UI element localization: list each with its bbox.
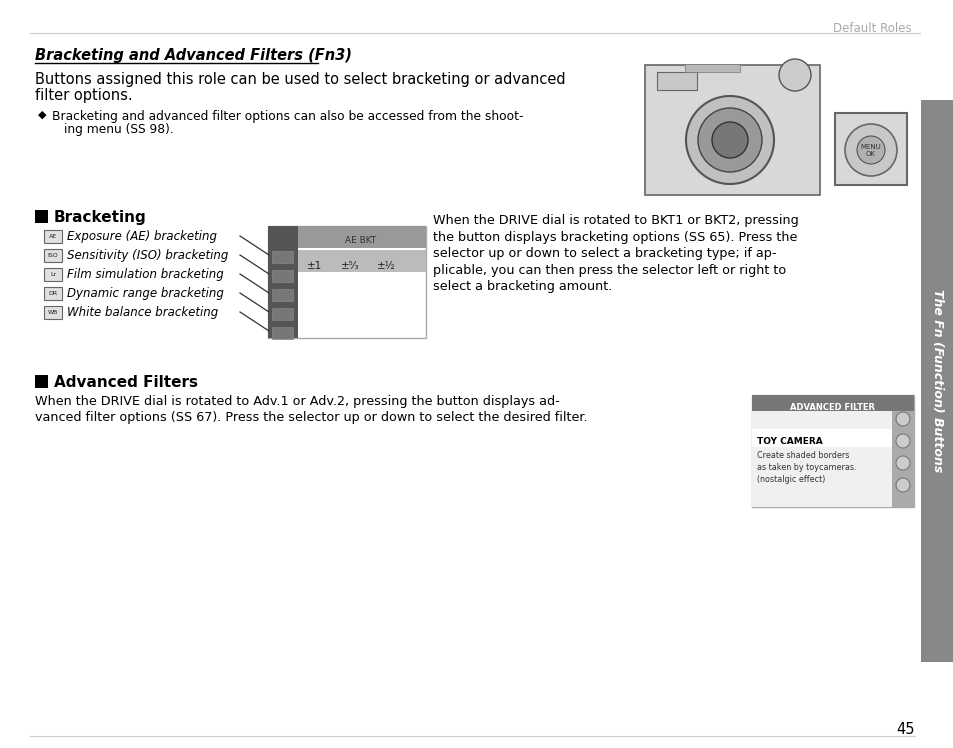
Text: Bracketing: Bracketing [54, 210, 147, 225]
Text: Bracketing and advanced filter options can also be accessed from the shoot-: Bracketing and advanced filter options c… [52, 110, 523, 123]
Text: MENU
OK: MENU OK [860, 144, 881, 156]
Circle shape [844, 124, 896, 176]
Text: selector up or down to select a bracketing type; if ap-: selector up or down to select a bracketi… [433, 247, 776, 260]
Bar [44, 249, 62, 262]
Text: ISO: ISO [48, 253, 58, 257]
Bar [44, 287, 62, 300]
Bar [297, 250, 426, 272]
Text: Lr: Lr [50, 272, 56, 277]
Text: (nostalgic effect): (nostalgic effect) [757, 475, 824, 484]
Circle shape [895, 412, 909, 426]
Bar [35, 210, 48, 223]
Text: ◆: ◆ [38, 110, 47, 120]
Text: Default Roles: Default Roles [833, 22, 911, 35]
Text: Dynamic range bracketing: Dynamic range bracketing [67, 287, 224, 300]
Text: ±½: ±½ [376, 261, 395, 271]
Circle shape [895, 478, 909, 492]
Text: When the DRIVE dial is rotated to BKT1 or BKT2, pressing: When the DRIVE dial is rotated to BKT1 o… [433, 214, 798, 227]
Bar [272, 327, 293, 339]
Text: White balance bracketing: White balance bracketing [67, 306, 218, 319]
Text: AE BKT: AE BKT [345, 236, 376, 245]
Circle shape [895, 434, 909, 448]
Text: TOY CAMERA: TOY CAMERA [757, 437, 821, 446]
Circle shape [779, 59, 810, 91]
Text: WB: WB [48, 310, 58, 314]
Text: ±1: ±1 [307, 261, 322, 271]
Text: ±⁵⁄₃: ±⁵⁄₃ [340, 261, 359, 271]
Text: as taken by toycameras.: as taken by toycameras. [757, 463, 856, 472]
Circle shape [698, 108, 761, 172]
Circle shape [685, 96, 773, 184]
Bar [44, 230, 62, 243]
Bar [272, 289, 293, 301]
Circle shape [856, 136, 884, 164]
Bar [268, 226, 297, 338]
Bar [644, 65, 820, 195]
Text: plicable, you can then press the selector left or right to: plicable, you can then press the selecto… [433, 263, 785, 277]
Bar [684, 64, 740, 72]
Text: ADVANCED FILTER: ADVANCED FILTER [790, 403, 875, 412]
Bar [272, 308, 293, 320]
Circle shape [711, 122, 747, 158]
Bar [297, 226, 426, 248]
Bar [44, 306, 62, 319]
Text: DR: DR [49, 290, 57, 295]
Text: Sensitivity (ISO) bracketing: Sensitivity (ISO) bracketing [67, 249, 228, 262]
Text: ing menu (ЅЅ 98).: ing menu (ЅЅ 98). [64, 123, 173, 136]
Circle shape [895, 456, 909, 470]
Bar [35, 375, 48, 388]
Text: filter options.: filter options. [35, 88, 132, 103]
Bar [751, 411, 891, 507]
Text: When the DRIVE dial is rotated to Adv.1 or Adv.2, pressing the button displays a: When the DRIVE dial is rotated to Adv.1 … [35, 395, 559, 408]
Text: select a bracketing amount.: select a bracketing amount. [433, 280, 612, 293]
Text: AE: AE [49, 233, 57, 239]
Text: Buttons assigned this role can be used to select bracketing or advanced: Buttons assigned this role can be used t… [35, 72, 565, 87]
Text: the button displays bracketing options (ЅЅ 65). Press the: the button displays bracketing options (… [433, 230, 797, 244]
Bar [834, 113, 906, 185]
Text: vanced filter options (ЅЅ 67). Press the selector up or down to select the desir: vanced filter options (ЅЅ 67). Press the… [35, 411, 587, 424]
Bar [751, 395, 913, 507]
Text: 45: 45 [896, 722, 914, 737]
Bar [751, 395, 913, 411]
Text: Bracketing and Advanced Filters (Fn3): Bracketing and Advanced Filters (Fn3) [35, 48, 352, 63]
Text: Advanced Filters: Advanced Filters [54, 375, 198, 390]
Bar [891, 411, 913, 507]
Text: Create shaded borders: Create shaded borders [757, 451, 848, 460]
Bar [920, 100, 953, 662]
Bar [751, 429, 891, 447]
Text: Film simulation bracketing: Film simulation bracketing [67, 268, 224, 281]
Bar [268, 226, 426, 338]
Bar [272, 270, 293, 282]
Text: The Fn (Function) Buttons: The Fn (Function) Buttons [930, 289, 943, 473]
Bar [272, 251, 293, 263]
Text: Exposure (AE) bracketing: Exposure (AE) bracketing [67, 230, 216, 243]
Bar [657, 72, 697, 90]
Bar [44, 268, 62, 281]
